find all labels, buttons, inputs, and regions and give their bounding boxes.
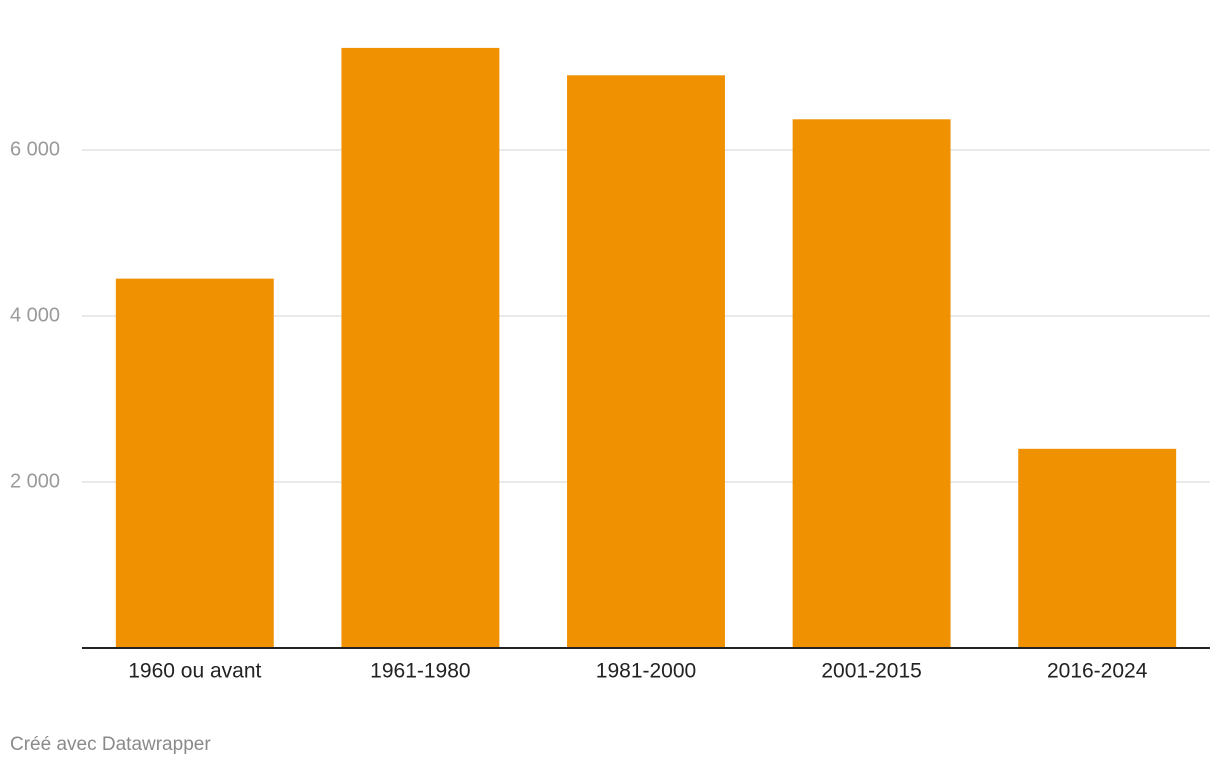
x-tick-label: 1960 ou avant bbox=[128, 660, 261, 683]
y-tick-label: 6 000 bbox=[10, 138, 60, 160]
bar bbox=[115, 278, 274, 648]
bar bbox=[567, 75, 725, 649]
x-tick-label: 2016-2024 bbox=[1047, 660, 1148, 683]
x-tick-label: 2001-2015 bbox=[821, 660, 921, 683]
x-tick-label: 1961-1980 bbox=[370, 660, 470, 683]
credit: Créé avec Datawrapper bbox=[10, 734, 211, 755]
bar bbox=[1018, 448, 1177, 648]
x-tick-label: 1981-2000 bbox=[596, 660, 696, 683]
y-tick-label: 2 000 bbox=[10, 470, 60, 492]
bar bbox=[792, 119, 951, 649]
bar bbox=[341, 47, 500, 649]
y-tick-label: 4 000 bbox=[10, 304, 60, 326]
